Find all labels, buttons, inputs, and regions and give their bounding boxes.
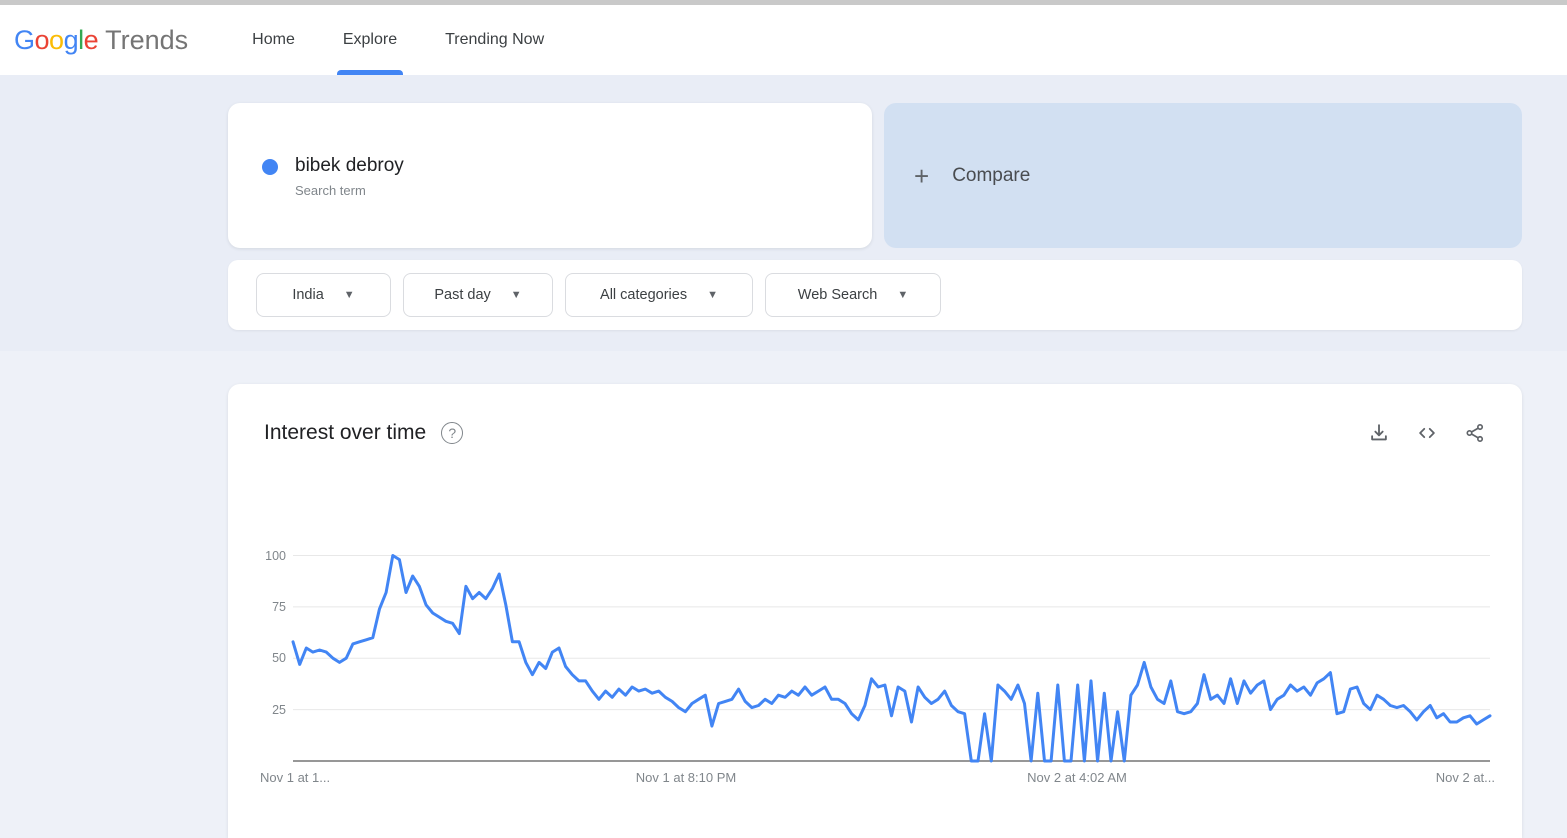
search-type-filter-value: Web Search <box>797 287 878 303</box>
google-logo-text: Google <box>14 24 99 55</box>
nav-item-explore[interactable]: Explore <box>336 5 404 75</box>
category-filter-value: All categories <box>600 287 688 303</box>
x-axis-tick-label: Nov 1 at 1... <box>260 770 331 785</box>
nav-item-home[interactable]: Home <box>252 31 295 48</box>
download-icon[interactable] <box>1368 422 1390 444</box>
x-axis-tick-label: Nov 1 at 8:10 PM <box>635 770 737 785</box>
chart-title: Interest over time <box>264 421 427 444</box>
chevron-down-icon: ▼ <box>707 289 718 301</box>
main-nav: Home Explore Trending Now <box>250 5 590 75</box>
results-section: Interest over time ? <box>0 351 1567 838</box>
explore-controls-section: bibek debroy Search term + Compare India… <box>0 75 1567 351</box>
interest-over-time-card: Interest over time ? <box>228 384 1522 838</box>
chart-title-group: Interest over time ? <box>264 418 464 448</box>
plus-icon: + <box>914 160 930 191</box>
chart-action-buttons <box>1368 422 1486 444</box>
help-icon[interactable]: ? <box>441 422 464 444</box>
series-color-dot <box>262 159 278 175</box>
compare-label: Compare <box>952 164 1031 186</box>
nav-item-trending-now[interactable]: Trending Now <box>445 31 545 48</box>
trend-svg <box>291 554 1492 763</box>
y-axis-tick-label: 50 <box>272 651 286 666</box>
embed-icon[interactable] <box>1416 422 1438 444</box>
trend-line-chart[interactable]: 100 75 50 25 Nov 1 at 1... Nov 1 at 8:10 PM… <box>260 544 1495 786</box>
y-axis-tick-label: 25 <box>272 702 286 717</box>
chevron-down-icon: ▼ <box>897 289 909 301</box>
time-filter-value: Past day <box>434 287 491 303</box>
x-axis-tick-label: Nov 2 at 4:02 AM <box>1027 770 1127 785</box>
chart-card-header: Interest over time ? <box>228 384 1522 448</box>
filter-bar: India ▼ Past day ▼ All categories ▼ Web … <box>228 260 1522 330</box>
search-term-text-block: bibek debroy Search term <box>295 154 404 248</box>
y-axis-tick-label: 75 <box>272 599 286 614</box>
y-axis-tick-label: 100 <box>265 548 286 563</box>
category-filter-dropdown[interactable]: All categories ▼ <box>565 273 753 317</box>
search-type-filter-dropdown[interactable]: Web Search ▼ <box>765 273 941 317</box>
search-term-value: bibek debroy <box>295 155 404 176</box>
trends-logo-text: Trends <box>105 24 189 55</box>
window-top-strip <box>0 0 1567 5</box>
search-term-type-label: Search term <box>295 183 366 198</box>
terms-row: bibek debroy Search term + Compare <box>228 103 1522 248</box>
time-filter-dropdown[interactable]: Past day ▼ <box>403 273 553 317</box>
google-trends-logo[interactable]: Google Trends <box>14 5 188 75</box>
chevron-down-icon: ▼ <box>343 289 355 301</box>
chevron-down-icon: ▼ <box>510 289 522 301</box>
share-icon[interactable] <box>1464 422 1486 444</box>
search-term-card[interactable]: bibek debroy Search term <box>228 103 872 248</box>
app-header: Google Trends Home Explore Trending Now <box>0 5 1567 75</box>
compare-add-card[interactable]: + Compare <box>884 103 1522 248</box>
geo-filter-dropdown[interactable]: India ▼ <box>256 273 391 317</box>
x-axis-tick-label: Nov 2 at... <box>1435 770 1495 785</box>
geo-filter-value: India <box>292 287 324 303</box>
